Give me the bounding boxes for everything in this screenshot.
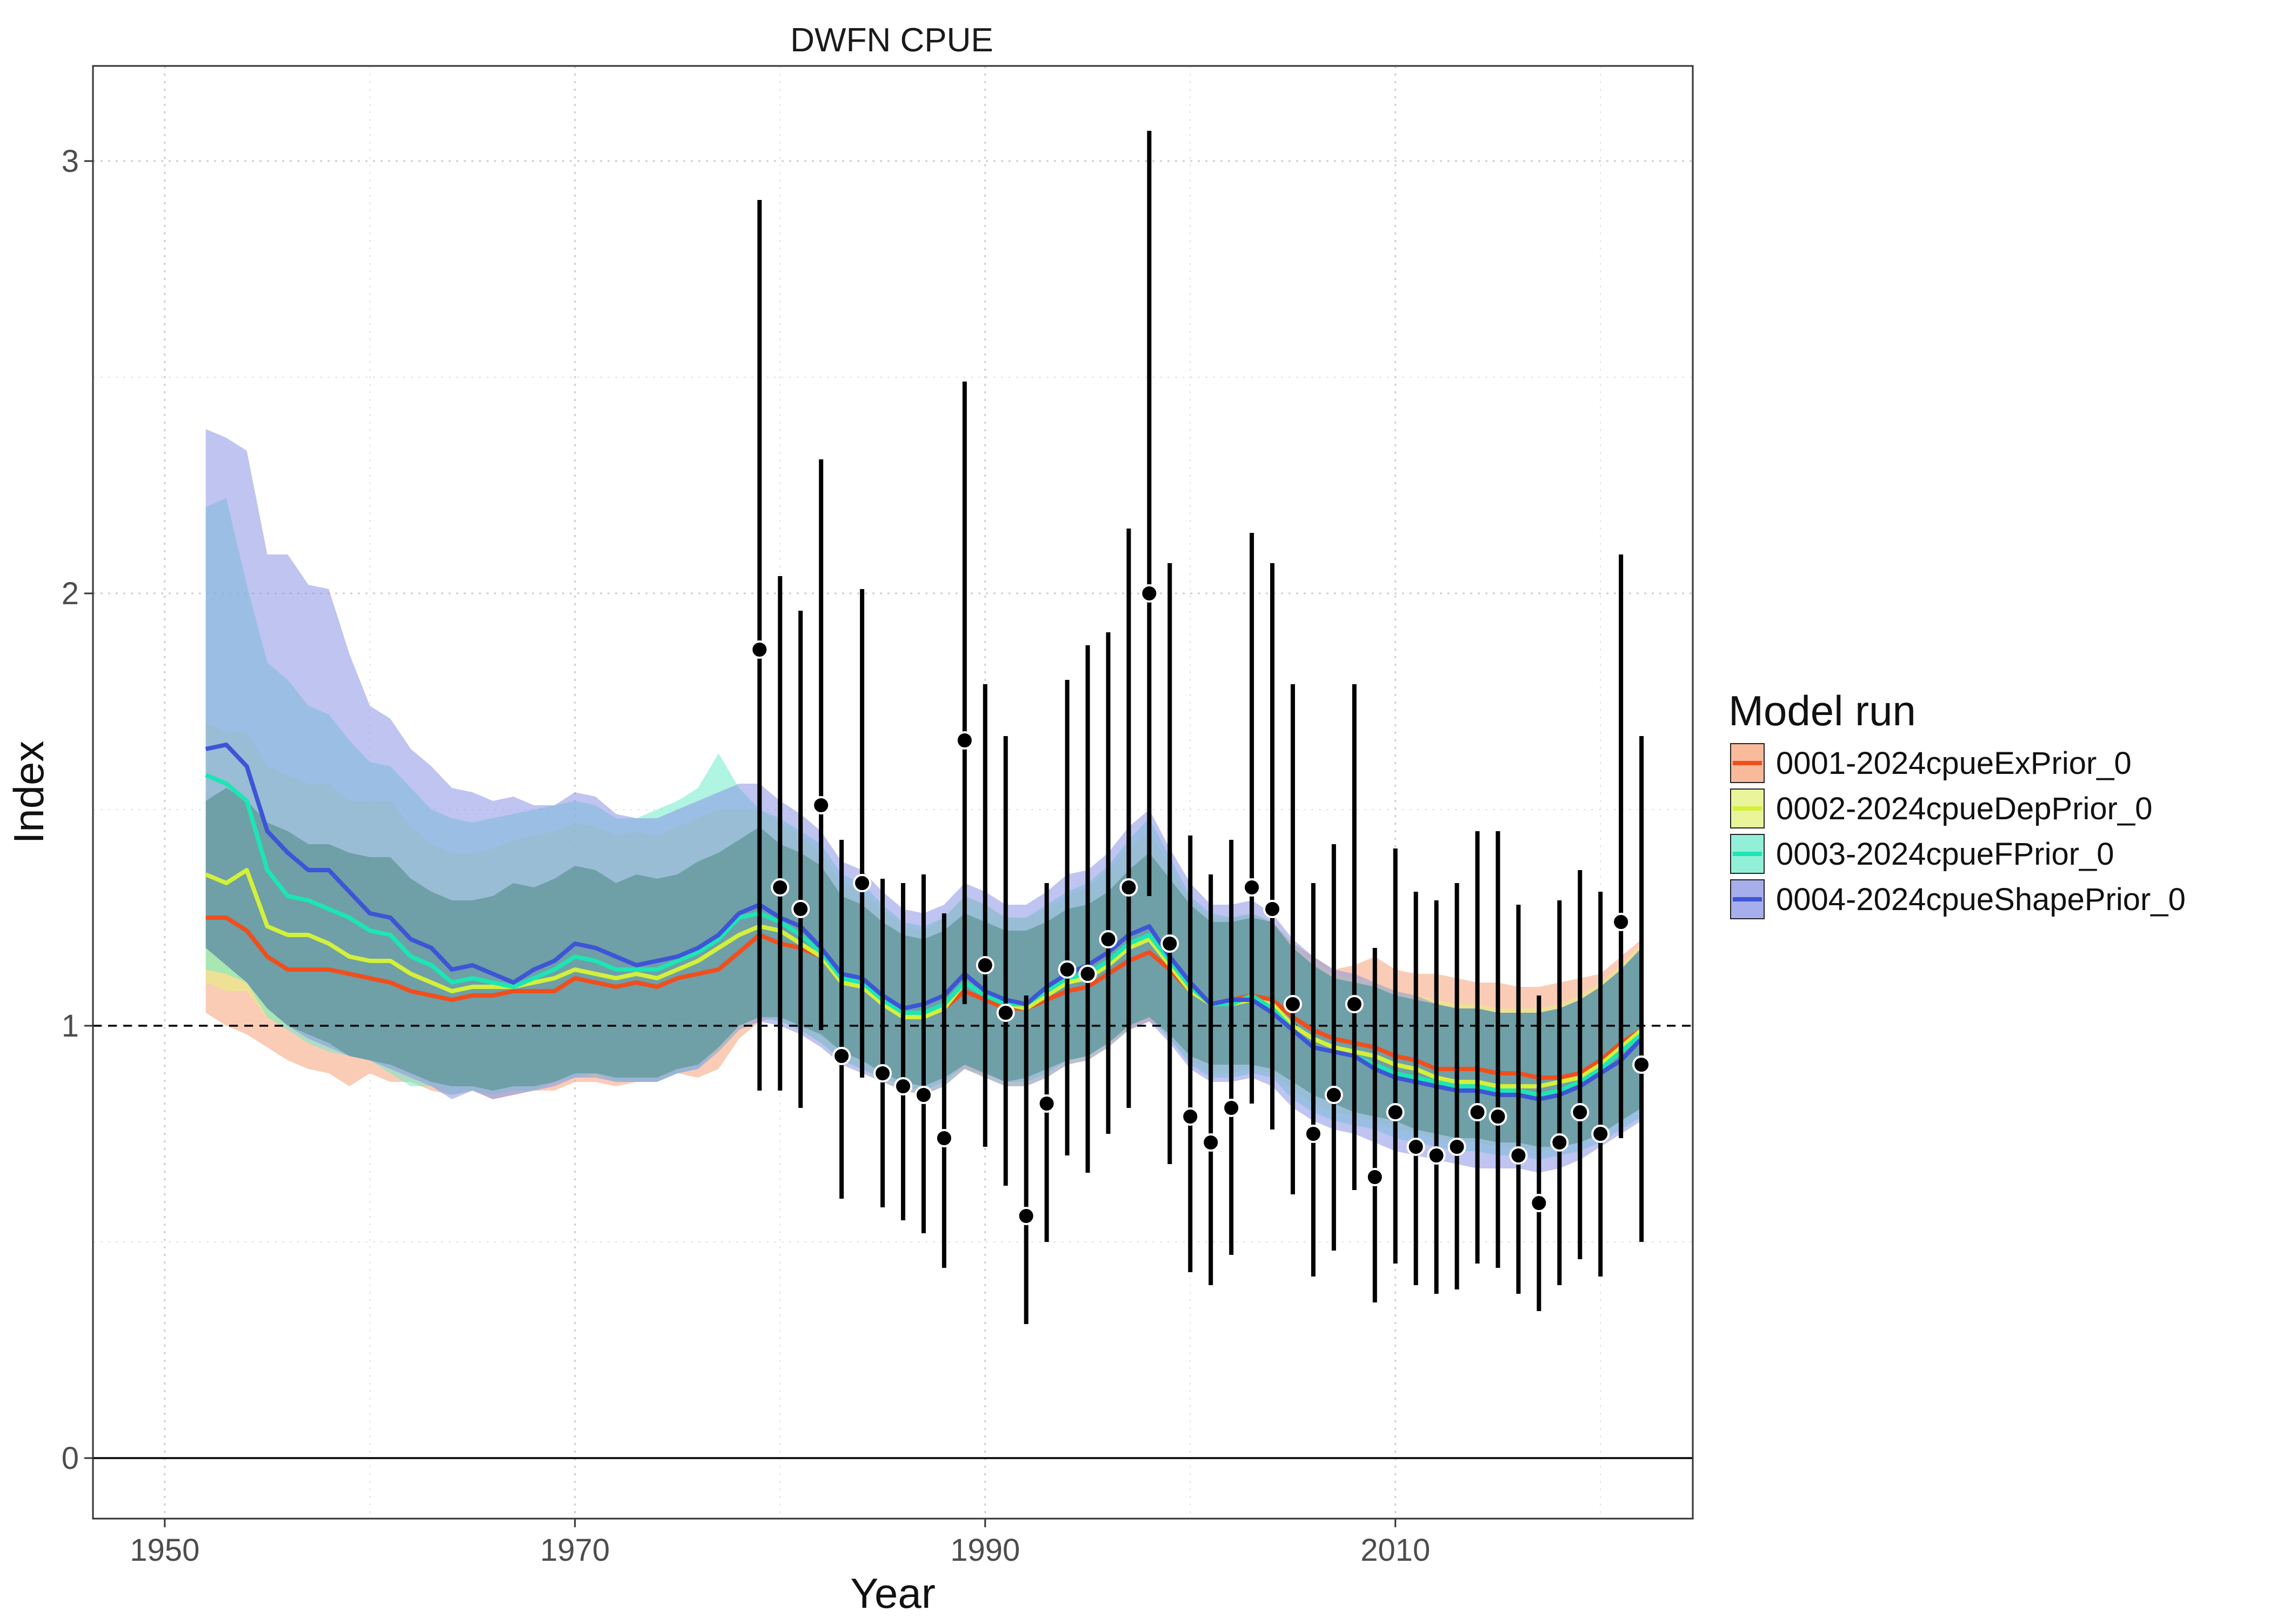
observed-point: [1017, 1207, 1036, 1225]
observed-point: [996, 1004, 1015, 1022]
observed-point: [1591, 1125, 1610, 1143]
observed-point: [1058, 960, 1077, 979]
legend-label-1: 0001-2024cpueExPrior_0: [1776, 746, 2132, 781]
legend-label-3: 0003-2024cpueFPrior_0: [1776, 837, 2114, 872]
confidence-bands: [205, 429, 1642, 1173]
observed-point: [955, 731, 974, 750]
observed-point: [1222, 1099, 1241, 1117]
observed-point: [1037, 1094, 1056, 1113]
observed-point: [812, 796, 831, 814]
observed-point: [771, 878, 790, 897]
observed-point: [1181, 1107, 1200, 1126]
observed-point: [873, 1064, 892, 1082]
y-axis-title: Index: [5, 741, 52, 844]
observed-point: [1509, 1146, 1528, 1165]
x-tick-label: 2010: [1360, 1533, 1430, 1568]
observed-point: [1324, 1086, 1343, 1104]
observed-point: [1263, 900, 1282, 918]
observed-point: [1284, 995, 1302, 1013]
observed-point: [1530, 1194, 1548, 1212]
y-tick-label: 3: [62, 144, 79, 179]
observed-point: [1386, 1103, 1405, 1121]
plot-panel-border: [92, 65, 1694, 1520]
observed-point: [832, 1047, 851, 1065]
y-tick-label: 0: [62, 1441, 79, 1476]
observed-point: [976, 956, 994, 974]
observed-point: [934, 1129, 953, 1147]
legend: Model run 0001-2024cpueExPrior_0 0002-202…: [1728, 687, 2186, 919]
chart-title: DWFN CPUE: [790, 22, 993, 59]
x-axis-title: Year: [850, 1569, 936, 1617]
observed-point: [1406, 1138, 1425, 1156]
observed-point: [1550, 1133, 1569, 1152]
observed-point: [893, 1077, 912, 1095]
observed-point: [791, 900, 810, 918]
observed-point: [1345, 995, 1364, 1013]
observed-point: [1488, 1107, 1507, 1126]
axis-ticks: 1950 1970 1990 2010 0 1 2 3: [62, 144, 1431, 1568]
y-tick-label: 2: [62, 576, 79, 611]
x-tick-label: 1990: [950, 1533, 1020, 1568]
observed-points: [750, 131, 1651, 1324]
observed-point: [1427, 1146, 1446, 1165]
observed-point: [1078, 965, 1097, 983]
observed-point: [1201, 1133, 1220, 1152]
legend-title: Model run: [1728, 687, 1916, 734]
legend-label-2: 0002-2024cpueDepPrior_0: [1776, 791, 2153, 826]
observed-point: [1304, 1125, 1323, 1143]
x-tick-label: 1970: [540, 1533, 610, 1568]
observed-point: [1571, 1103, 1590, 1121]
observed-point: [1612, 913, 1631, 931]
x-tick-label: 1950: [130, 1533, 199, 1568]
observed-point: [1119, 878, 1138, 897]
observed-point: [1632, 1055, 1651, 1074]
reference-lines: [93, 1025, 1693, 1459]
observed-point: [1243, 878, 1261, 897]
legend-label-4: 0004-2024cpueShapePrior_0: [1776, 882, 2186, 917]
observed-point: [914, 1086, 933, 1104]
observed-point: [1447, 1138, 1466, 1156]
observed-point: [1365, 1168, 1384, 1186]
observed-point: [1160, 934, 1179, 953]
observed-point: [1099, 930, 1118, 948]
observed-point: [1468, 1103, 1487, 1121]
observed-point: [1140, 584, 1159, 603]
observed-point: [750, 640, 769, 659]
observed-point: [853, 874, 872, 892]
y-tick-label: 1: [62, 1008, 79, 1044]
